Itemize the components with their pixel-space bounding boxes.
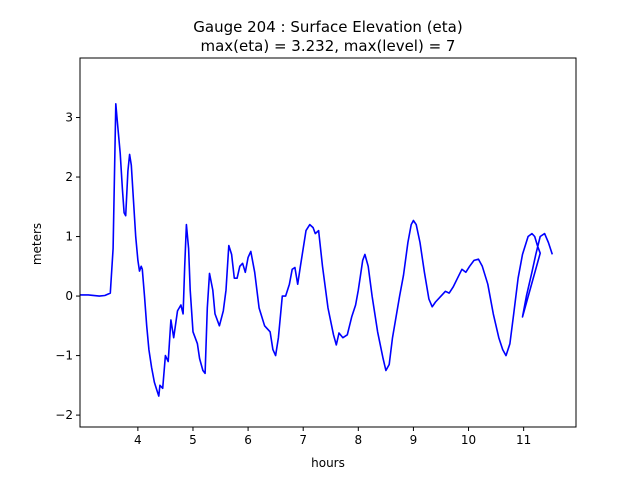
- y-tick-label: 2: [65, 170, 73, 184]
- y-tick-label: −2: [55, 408, 73, 422]
- y-tick-label: 0: [65, 289, 73, 303]
- x-tick-label: 4: [134, 433, 142, 447]
- chart-title-line1: Gauge 204 : Surface Elevation (eta): [193, 18, 462, 36]
- chart-title-line2: max(eta) = 3.232, max(level) = 7: [201, 37, 456, 55]
- x-tick-label: 6: [244, 433, 252, 447]
- series-line-eta: [80, 103, 554, 397]
- x-tick-label: 5: [189, 433, 197, 447]
- plot-area: 4 5 6 7 8 9 10 11 −2 −1 0 1 2 3: [55, 57, 577, 447]
- y-tick-label: 1: [65, 230, 73, 244]
- y-axis-label: meters: [30, 223, 44, 265]
- plot-frame: [79, 57, 577, 428]
- x-tick-label: 10: [461, 433, 476, 447]
- x-tick-label: 7: [299, 433, 307, 447]
- x-tick-label: 8: [354, 433, 362, 447]
- y-tick-label: −1: [55, 349, 73, 363]
- y-tick-label: 3: [65, 111, 73, 125]
- x-tick-label: 11: [516, 433, 531, 447]
- x-tick-label: 9: [410, 433, 418, 447]
- x-axis-label: hours: [311, 456, 345, 470]
